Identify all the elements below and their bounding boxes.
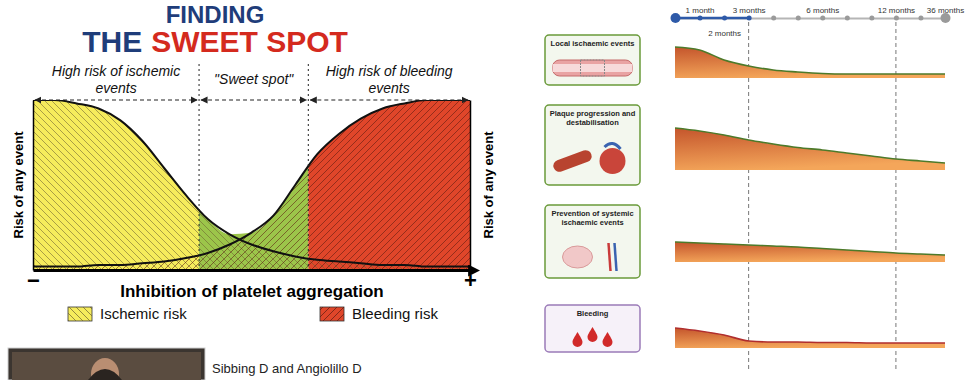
risk-curve — [33, 100, 470, 267]
x-tick-label: + — [464, 268, 477, 293]
plot-area — [33, 100, 470, 270]
row-area — [675, 128, 945, 170]
source: Sibbing D and Angiolillo D — [212, 361, 362, 376]
row-icon — [552, 143, 626, 174]
row-label: Bleeding — [577, 309, 609, 318]
legend-item: Ischemic risk — [68, 305, 187, 322]
row-label-box: Bleeding — [545, 305, 640, 352]
row-line — [675, 128, 945, 163]
row-label: Prevention of systemicischaemic events — [551, 209, 633, 227]
x-axis-line — [34, 269, 471, 272]
row-label-box: Local ischaemic events — [545, 35, 640, 85]
region-label: High risk of bleedingevents — [326, 63, 453, 96]
legend-swatch — [68, 307, 92, 321]
time-axis-line — [676, 18, 946, 20]
title: THESWEET SPOT — [82, 25, 348, 58]
row-label: Local ischaemic events — [551, 39, 635, 48]
time-tick — [845, 16, 850, 21]
region-extent — [35, 99, 197, 100]
title: FINDING — [166, 1, 265, 28]
row-label: Plaque progression anddestabilisation — [550, 109, 636, 127]
legend-swatch — [320, 307, 344, 321]
region-boundary — [199, 64, 200, 270]
risk-area — [33, 100, 470, 270]
time-tick: 6 months — [806, 6, 839, 21]
row-line — [675, 328, 945, 343]
x-tick-label: − — [27, 268, 40, 293]
row-line — [675, 242, 945, 255]
x-axis-title: Inhibition of platelet aggregation — [120, 282, 384, 301]
y-axis-title: Risk of any event — [11, 131, 26, 239]
row-icon — [553, 60, 633, 76]
speaker-video — [8, 348, 205, 380]
risk-curve — [33, 100, 470, 267]
time-tick-dot — [894, 16, 899, 21]
time-tick — [771, 16, 776, 21]
y2-axis-title: Risk of any event — [481, 131, 496, 239]
time-tick-label: 6 months — [806, 6, 839, 15]
region-label: "Sweet spot" — [214, 71, 294, 87]
row-icon — [563, 243, 617, 271]
x-tick: + — [464, 268, 477, 293]
time-tick-dot — [845, 16, 850, 21]
time-tick-label: 2 months — [708, 29, 741, 38]
time-tick-dot — [918, 16, 923, 21]
region-fill — [33, 100, 199, 270]
row-icon — [573, 327, 613, 347]
row-plot — [675, 128, 945, 170]
time-tick-label: 12 months — [878, 6, 915, 15]
y2-axis-line — [470, 101, 472, 271]
legend-swatch-hatch — [68, 307, 92, 321]
y-axis — [33, 101, 34, 271]
row-plot — [675, 328, 945, 348]
legend-label: Ischemic risk — [100, 305, 187, 322]
time-tick — [869, 16, 874, 21]
legend-label: Bleeding risk — [352, 305, 438, 322]
time-tick: 12 months — [878, 6, 915, 21]
row-area — [675, 47, 945, 78]
region-label: High risk of ischemicevents — [52, 63, 180, 96]
time-tick-dot — [771, 16, 776, 21]
region-extent — [201, 99, 306, 100]
legend: Ischemic risk Bleeding risk — [68, 305, 438, 322]
y2-axis — [470, 101, 471, 271]
time-tick-label: 3 months — [733, 6, 766, 15]
y-axis-line — [33, 101, 35, 271]
time-axis-highlight — [675, 17, 749, 20]
row-plot — [675, 47, 945, 78]
row-line — [675, 47, 945, 74]
legend-swatch-hatch — [320, 307, 344, 321]
region-extent — [310, 99, 468, 100]
time-tick-dot — [796, 16, 801, 21]
slide: FINDINGTHESWEET SPOT High risk of ischemi… — [0, 0, 980, 380]
region-fill — [308, 100, 470, 270]
time-tick-label: 1 month — [686, 6, 715, 15]
row-plot — [675, 242, 945, 262]
time-axis: 1 month 2 months 3 months 6 months 12 months… — [671, 6, 965, 38]
region-fill — [199, 100, 308, 270]
time-tick-dot — [820, 16, 825, 21]
legend-item: Bleeding risk — [320, 305, 438, 322]
row-area — [675, 328, 945, 348]
time-tick — [796, 16, 801, 21]
time-tick: 36 months — [927, 6, 964, 23]
region-boundary — [308, 64, 309, 270]
row-label-box: Plaque progression anddestabilisation — [545, 105, 640, 185]
x-tick: − — [27, 268, 40, 293]
time-tick — [918, 16, 923, 21]
time-tick-dot — [941, 13, 951, 23]
row-area — [675, 242, 945, 262]
time-tick-dot — [869, 16, 874, 21]
row-label-box: Prevention of systemicischaemic events — [545, 205, 640, 278]
risk-area — [33, 100, 470, 270]
